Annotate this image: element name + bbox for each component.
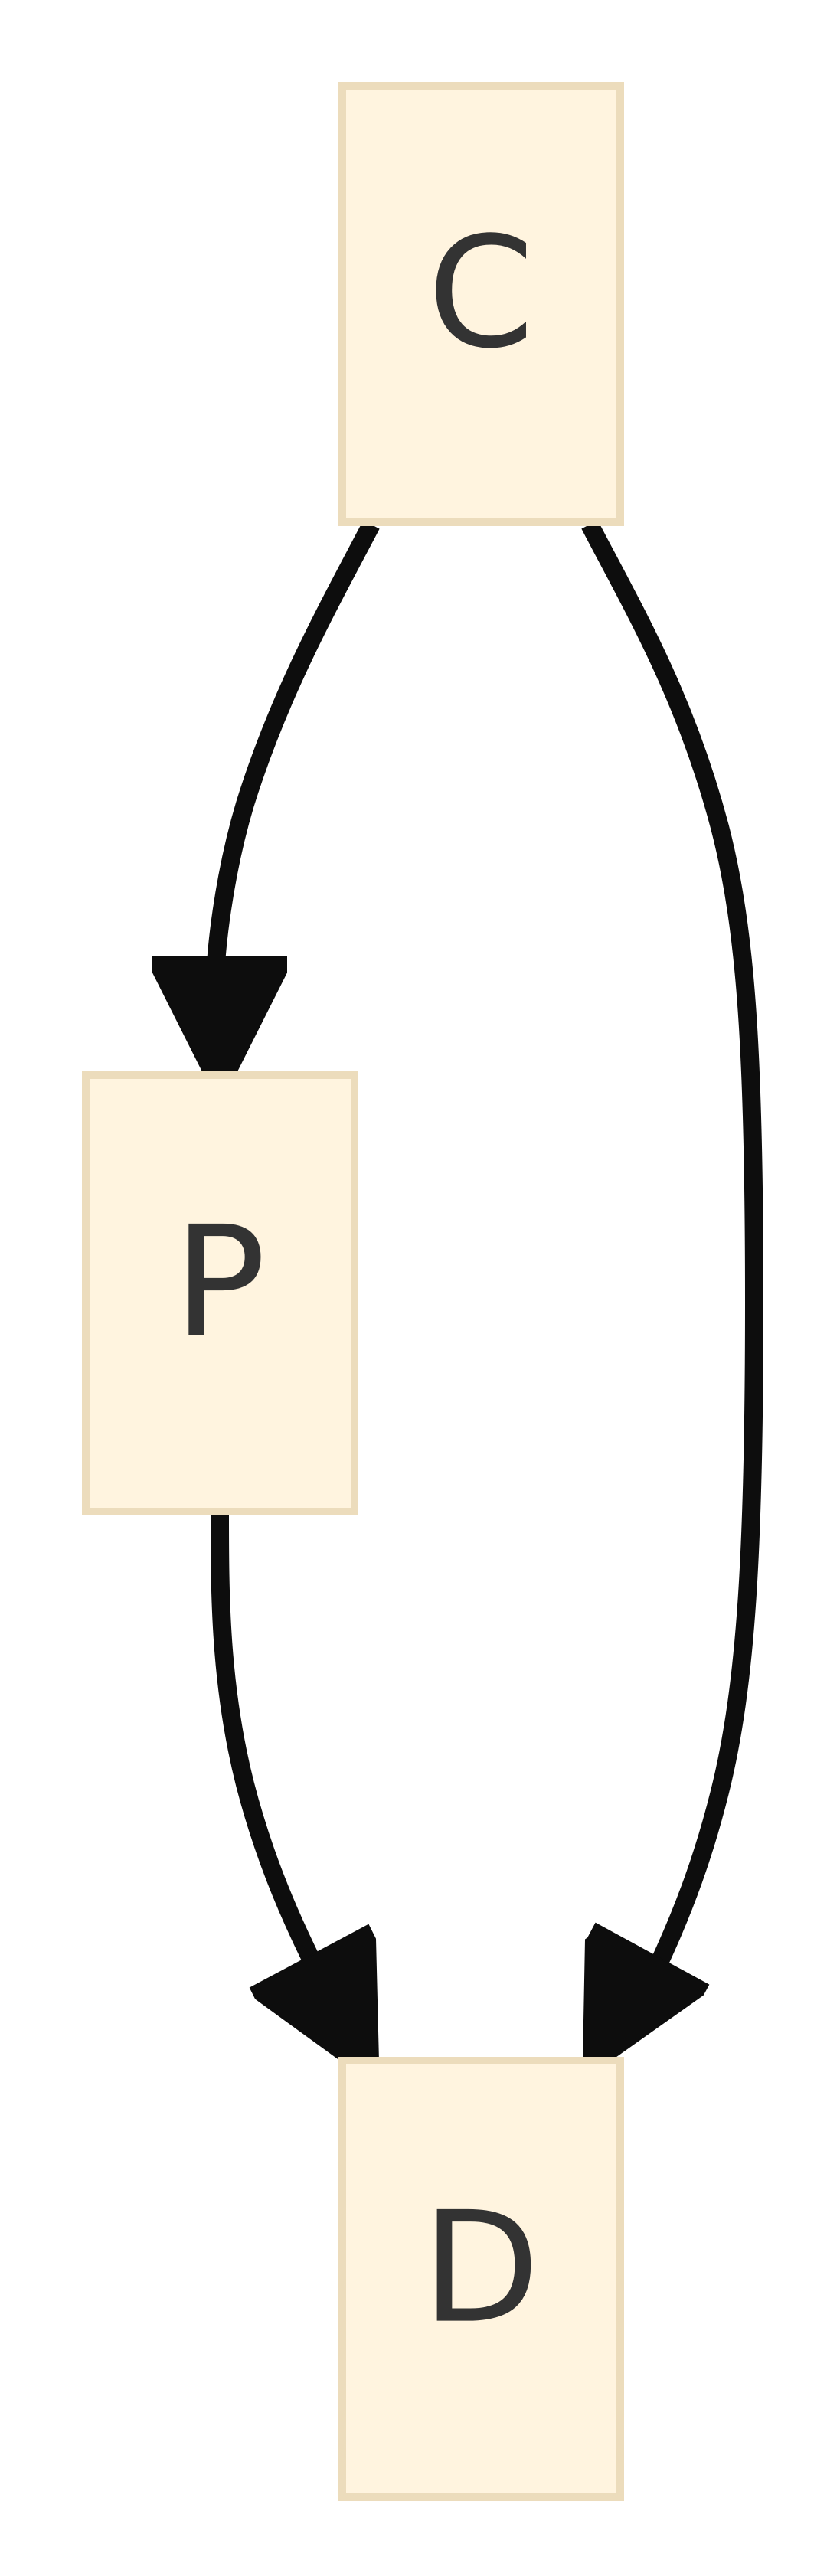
node-d: D: [338, 2057, 624, 2501]
edge-c-to-d: [581, 520, 764, 2062]
node-d-box: [338, 2057, 624, 2501]
node-c-box: [338, 82, 624, 526]
node-p-box: [82, 1071, 358, 1515]
node-p: P: [82, 1071, 358, 1515]
node-p-label: P: [174, 1194, 266, 1372]
edge-p-to-d-line: [211, 1512, 324, 1973]
edge-c-to-d-arrowhead: [582, 1922, 710, 2062]
edge-c-to-p-line: [207, 520, 380, 967]
node-d-label: D: [422, 2179, 540, 2358]
edge-c-to-p: [152, 520, 380, 1107]
edge-c-to-p-arrowhead: [152, 956, 287, 1107]
edge-c-to-d-line: [581, 520, 764, 1969]
edge-p-to-d: [211, 1512, 380, 2062]
node-c-label: C: [427, 204, 534, 383]
node-c: C: [338, 82, 624, 526]
